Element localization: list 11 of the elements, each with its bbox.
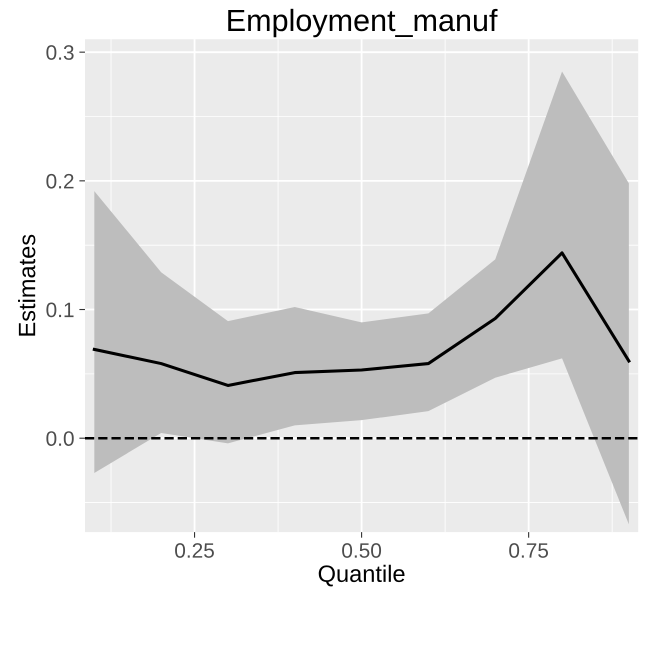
x-tick-label: 0.50 bbox=[342, 543, 382, 558]
y-tick-label: 0.1 bbox=[46, 302, 74, 318]
y-tick-label: 0.2 bbox=[46, 174, 74, 189]
x-tick-label: 0.25 bbox=[175, 543, 214, 558]
y-tick-label: 0.0 bbox=[46, 431, 74, 446]
line-series bbox=[92, 251, 630, 387]
x-tick-label: 0.75 bbox=[509, 543, 548, 558]
y-axis-title: Estimates bbox=[18, 234, 36, 336]
x-axis-title: Quantile bbox=[318, 564, 405, 586]
chart-title: Employment_manuf bbox=[228, 8, 498, 38]
y-tick-label: 0.3 bbox=[46, 45, 74, 60]
